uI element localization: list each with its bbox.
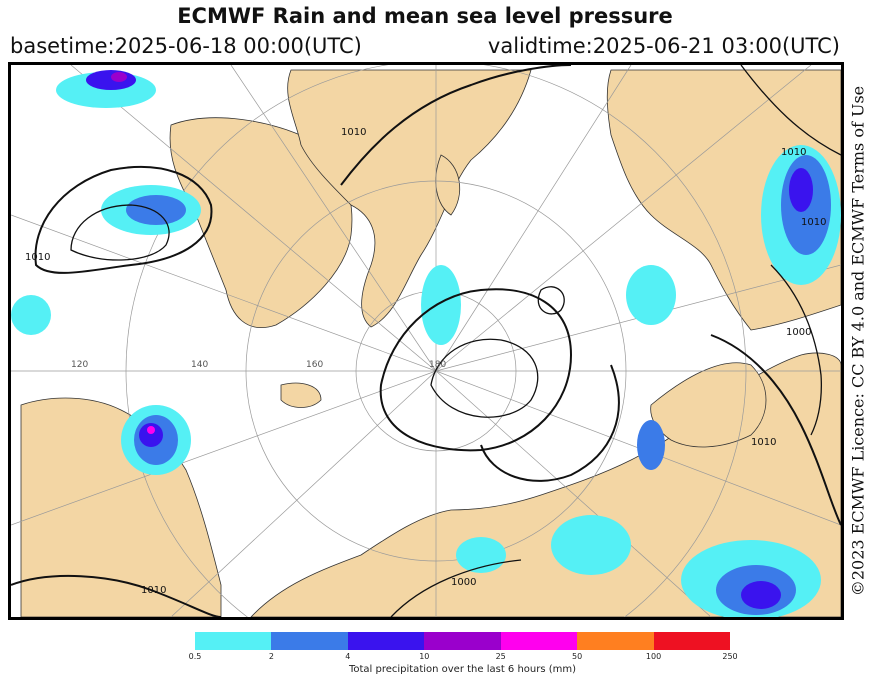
- legend-caption: Total precipitation over the last 6 hour…: [348, 664, 577, 675]
- legend-tick: 100: [645, 652, 662, 661]
- legend-swatch: [195, 632, 272, 650]
- legend-tick: 25: [495, 652, 506, 661]
- isobar-label: 1010: [341, 127, 366, 138]
- precipitation-map[interactable]: 1010 1010 1010 1000 1010 1010 1000 1010 …: [8, 62, 844, 620]
- isobar-label: 1000: [786, 327, 811, 338]
- legend-swatch: [271, 632, 348, 650]
- isobar-labels: 1010 1010 1010 1000 1010 1010 1000 1010: [25, 127, 826, 596]
- legend-swatch: [424, 632, 501, 650]
- land-canada-islands: [287, 69, 532, 328]
- longitude-label: 140: [191, 360, 208, 370]
- legend-swatch: [653, 632, 730, 650]
- land-eurasia-north: [250, 352, 841, 617]
- isobar-label: 1010: [801, 217, 826, 228]
- land-taymyr: [650, 362, 767, 448]
- isobar-label: 1010: [25, 252, 50, 263]
- land-areas: [20, 69, 841, 617]
- isobar-label: 1010: [751, 437, 776, 448]
- legend-tick: 10: [419, 652, 430, 661]
- basetime-label: basetime:2025-06-18 00:00(UTC): [10, 34, 362, 58]
- legend-tick: 0.5: [188, 652, 202, 661]
- credit-text-container: ©2023 ECMWF Licence: CC BY 4.0 and ECMWF…: [846, 62, 870, 620]
- legend-swatch: [500, 632, 578, 650]
- map-title: ECMWF Rain and mean sea level pressure: [177, 4, 673, 28]
- legend-tick: 50: [572, 652, 583, 661]
- isobar-label: 1010: [141, 585, 166, 596]
- isobar-label: 1000: [451, 577, 476, 588]
- credit-text: ©2023 ECMWF Licence: CC BY 4.0 and ECMWF…: [848, 85, 868, 597]
- longitude-label: 160: [306, 360, 323, 370]
- longitude-label: 120: [71, 360, 88, 370]
- precipitation-legend-bar: [195, 632, 730, 650]
- validtime-label: validtime:2025-06-21 03:00(UTC): [487, 34, 840, 58]
- longitude-labels: 120 140 160 180: [71, 360, 446, 370]
- isobar-label: 1010: [781, 147, 806, 158]
- legend-swatch: [577, 632, 654, 650]
- precip-pole: [421, 265, 461, 345]
- land-iceland-area: [280, 382, 322, 408]
- legend-tick: 4: [345, 652, 351, 661]
- legend-swatch: [347, 632, 425, 650]
- legend-tick: 2: [268, 652, 274, 661]
- precipitation-areas: [11, 70, 841, 617]
- land-alaska: [20, 397, 222, 617]
- legend-ticks: 0.5 2 4 10 25 50 100 250: [189, 652, 738, 664]
- legend-tick: 250: [722, 652, 738, 661]
- isobars: [11, 65, 841, 617]
- longitude-label: 180: [429, 360, 446, 370]
